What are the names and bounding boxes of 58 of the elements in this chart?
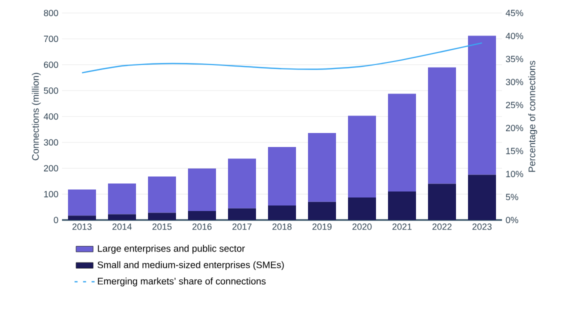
- x-tick-label: 2016: [192, 224, 212, 230]
- bar: [468, 174, 496, 220]
- bar: [468, 36, 496, 175]
- x-tick-label: 2022: [432, 224, 452, 230]
- bar: [388, 94, 416, 192]
- bar: [348, 116, 376, 198]
- bar: [388, 192, 416, 220]
- x-tick-label: 2021: [392, 224, 412, 230]
- legend-label: Emerging markets’ share of connections: [98, 278, 266, 286]
- bar: [308, 133, 336, 202]
- bar: [228, 158, 256, 208]
- bar: [308, 202, 336, 220]
- legend-label: Small and medium-sized enterprises (SMEs): [98, 261, 284, 270]
- y-tick-label: 600: [44, 62, 58, 68]
- bar: [188, 210, 216, 220]
- y-axis-title: Connections (million): [32, 72, 41, 160]
- y-tick-label: 300: [44, 139, 58, 146]
- bar: [268, 206, 296, 220]
- bar: [348, 197, 376, 220]
- y2-tick-label: 20%: [506, 124, 524, 132]
- bar: [428, 184, 456, 220]
- y2-tick-label: 10%: [506, 170, 524, 178]
- line-series: [81, 42, 483, 74]
- x-tick-label: 2019: [312, 224, 332, 230]
- y-tick-label: 0: [54, 216, 58, 224]
- y2-axis-title: Percentage of connections: [528, 60, 538, 172]
- bar: [228, 208, 256, 220]
- x-tick-label: 2014: [112, 224, 132, 230]
- y2-tick-label: 15%: [506, 148, 524, 154]
- bar: [188, 168, 216, 211]
- y-tick-label: 500: [44, 87, 58, 94]
- y2-tick-label: 40%: [506, 32, 524, 40]
- bar: [428, 67, 456, 184]
- y-tick-label: 400: [44, 113, 58, 120]
- y2-tick-label: 35%: [506, 56, 524, 62]
- y-tick-label: 100: [44, 190, 58, 198]
- legend-label: Large enterprises and public sector: [98, 244, 245, 254]
- x-tick-label: 2013: [72, 224, 92, 230]
- bar: [268, 147, 296, 206]
- y-tick-label: 700: [44, 36, 58, 42]
- bar: [108, 184, 136, 214]
- x-tick-label: 2020: [352, 224, 372, 230]
- bar: [148, 212, 176, 220]
- bar: [68, 189, 96, 216]
- y2-tick-label: 25%: [506, 102, 524, 108]
- bar: [68, 216, 96, 220]
- x-tick-label: 2015: [152, 224, 172, 230]
- x-tick-label: 2018: [272, 224, 292, 230]
- y2-tick-label: 30%: [506, 78, 524, 86]
- bar: [148, 176, 176, 213]
- y2-tick-label: 0%: [506, 216, 518, 224]
- bar: [108, 214, 136, 220]
- y2-tick-label: 5%: [506, 194, 518, 200]
- y-tick-label: 200: [44, 165, 58, 172]
- x-tick-label: 2023: [472, 224, 492, 230]
- y-tick-label: 800: [44, 10, 58, 16]
- y2-tick-label: 45%: [506, 10, 524, 16]
- x-tick-label: 2017: [232, 224, 252, 230]
